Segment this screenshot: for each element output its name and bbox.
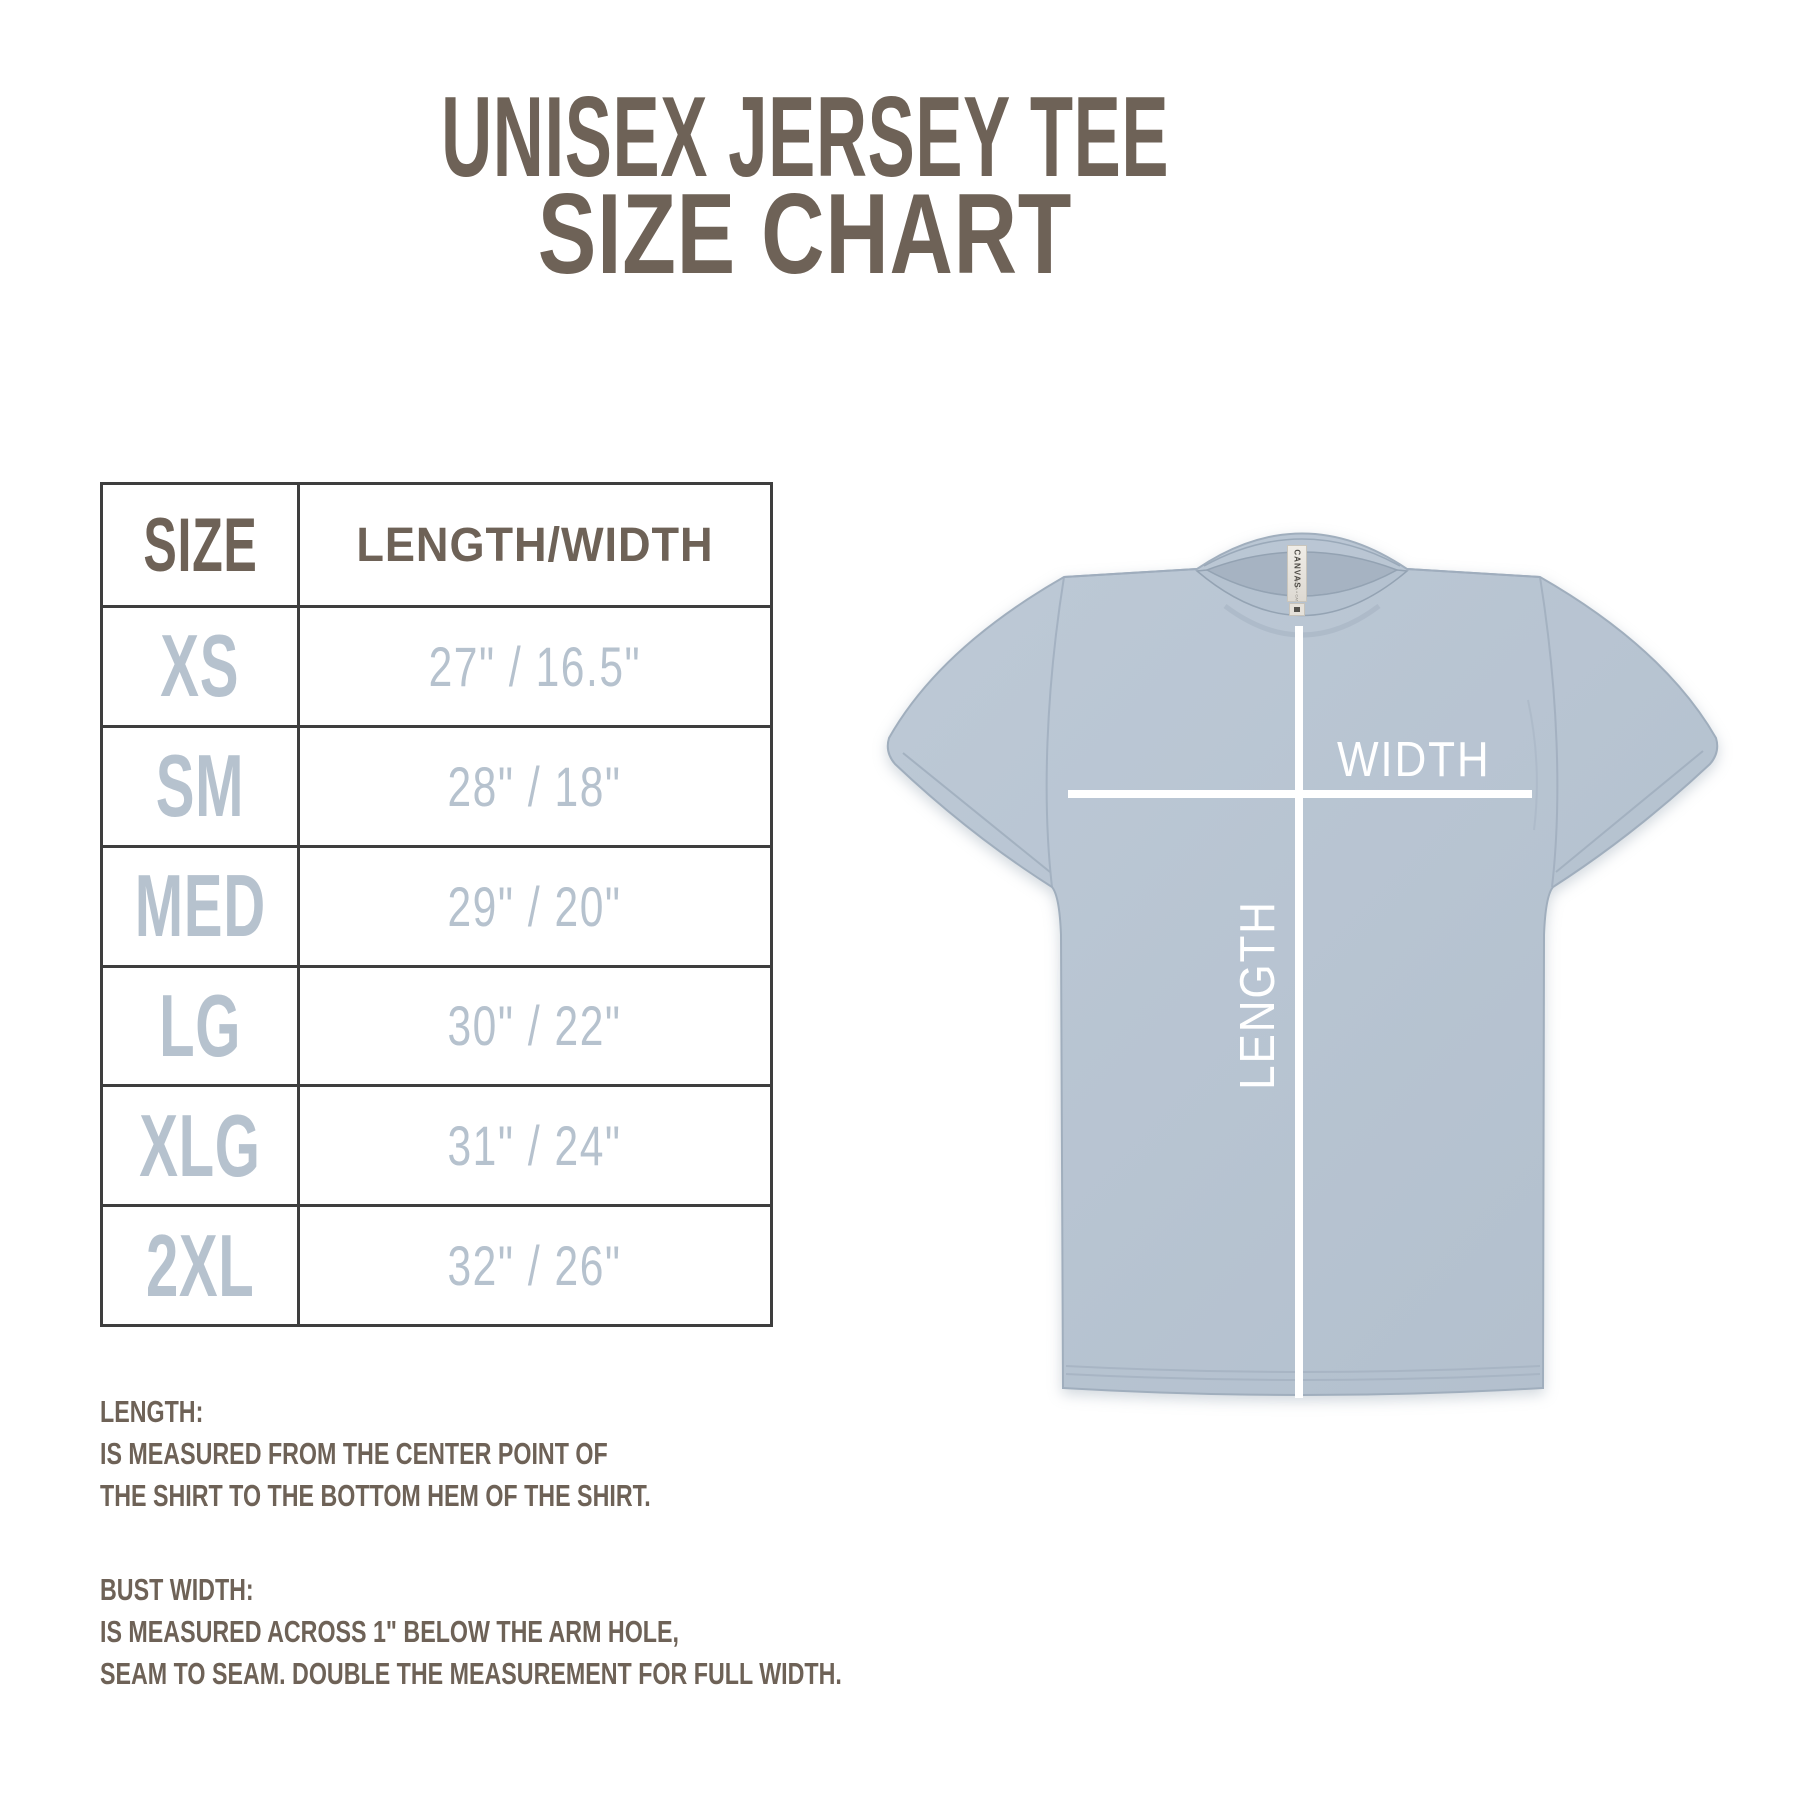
table-row-med-size: MED (103, 847, 297, 965)
table-row-xlg-size: XLG (103, 1087, 297, 1205)
page-title-line2-text: SIZE CHART (537, 171, 1073, 298)
measurement-value: 29" / 20" (447, 874, 623, 938)
page-title-line1: UNISEX JERSEY TEE (5, 78, 1605, 198)
note-length: LENGTH: IS MEASURED FROM THE CENTER POIN… (100, 1391, 834, 1517)
measurements-header-label: LENGTH/WIDTH (356, 518, 714, 572)
size-table-header-size: SIZE (103, 485, 297, 605)
size-value: MED (134, 856, 266, 956)
size-table-header-measurements: LENGTH/WIDTH (300, 485, 770, 605)
neck-tag: CANVAS BELLA + CANVAS (1287, 545, 1307, 602)
size-table: SIZE LENGTH/WIDTH XS 27" / 16.5" SM 28" … (100, 482, 773, 1327)
size-value: SM (155, 736, 245, 836)
note-length-line1: IS MEASURED FROM THE CENTER POINT OF (100, 1436, 608, 1471)
note-bust-width: BUST WIDTH: IS MEASURED ACROSS 1" BELOW … (100, 1569, 1089, 1695)
note-bust-heading: BUST WIDTH: (100, 1572, 254, 1607)
size-value: XS (160, 616, 240, 716)
table-row-sm-size: SM (103, 727, 297, 845)
measurement-value: 28" / 18" (447, 754, 623, 818)
size-value: 2XL (145, 1215, 255, 1315)
table-row-2xl-measurement: 32" / 26" (300, 1207, 770, 1324)
length-label: LENGTH (1231, 900, 1285, 1090)
measurement-value: 32" / 26" (447, 1234, 623, 1298)
care-tag (1289, 603, 1305, 616)
table-row-med-measurement: 29" / 20" (300, 847, 770, 965)
width-label: WIDTH (1337, 733, 1491, 787)
page-title-line1-text: UNISEX JERSEY TEE (440, 74, 1170, 201)
table-row-lg-measurement: 30" / 22" (300, 967, 770, 1085)
table-row-xlg-measurement: 31" / 24" (300, 1087, 770, 1205)
size-value: LG (159, 975, 241, 1075)
size-value: XLG (139, 1095, 261, 1195)
note-length-heading: LENGTH: (100, 1394, 204, 1429)
measurement-value: 27" / 16.5" (428, 634, 642, 698)
table-row-sm-measurement: 28" / 18" (300, 727, 770, 845)
note-bust-line1: IS MEASURED ACROSS 1" BELOW THE ARM HOLE… (100, 1614, 679, 1649)
table-row-xs-size: XS (103, 608, 297, 725)
table-row-xs-measurement: 27" / 16.5" (300, 608, 770, 725)
note-length-line2: THE SHIRT TO THE BOTTOM HEM OF THE SHIRT… (100, 1478, 651, 1513)
length-measure-line (1295, 626, 1303, 1398)
neck-tag-sub: BELLA + CANVAS (1294, 577, 1300, 602)
measurement-value: 31" / 24" (447, 1114, 623, 1178)
table-row-2xl-size: 2XL (103, 1207, 297, 1324)
measurement-value: 30" / 22" (447, 994, 623, 1058)
page-title-line2: SIZE CHART (5, 175, 1605, 295)
size-header-label: SIZE (142, 502, 258, 588)
table-row-lg-size: LG (103, 967, 297, 1085)
note-bust-line2: SEAM TO SEAM. DOUBLE THE MEASUREMENT FOR… (100, 1656, 842, 1691)
width-measure-line (1068, 790, 1532, 798)
